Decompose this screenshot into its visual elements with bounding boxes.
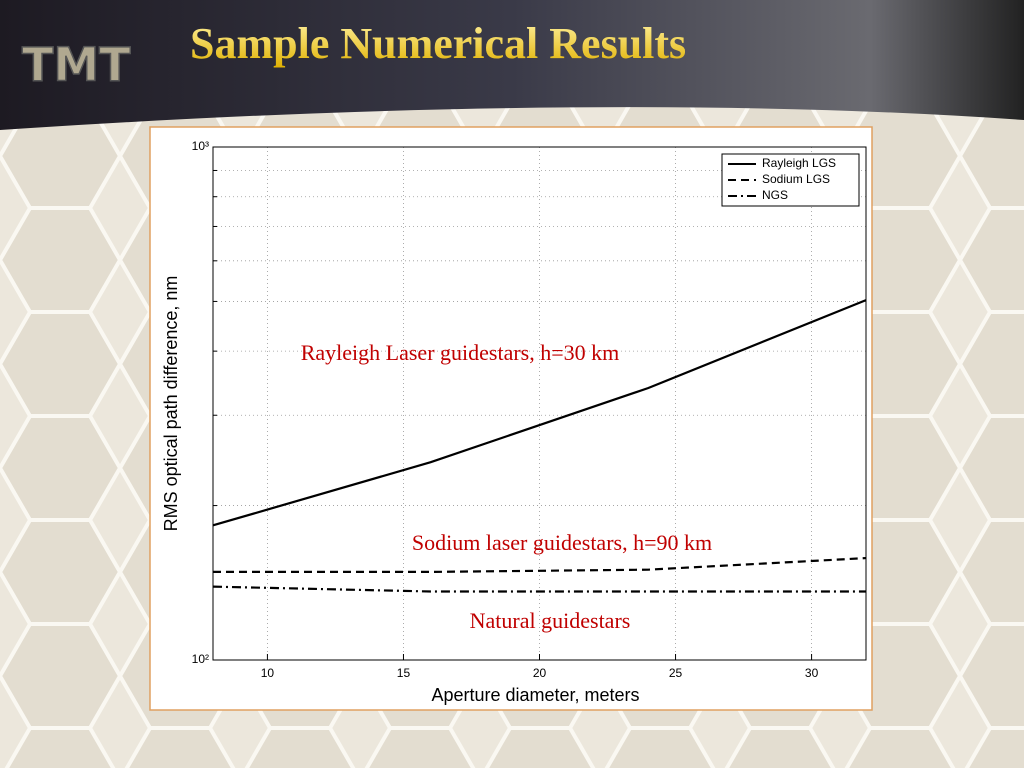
slide-title: Sample Numerical Results xyxy=(190,19,686,68)
annotation: Sodium laser guidestars, h=90 km xyxy=(412,530,712,555)
x-tick-label: 30 xyxy=(805,666,819,680)
y-axis-label: RMS optical path difference, nm xyxy=(161,276,181,532)
x-tick-label: 20 xyxy=(533,666,547,680)
header-band xyxy=(0,0,1024,130)
logo: TMT xyxy=(22,38,131,92)
chart: 10 15 20 25 30 10² 10³ Aperture diameter, meter… xyxy=(161,139,867,705)
annotation: Rayleigh Laser guidestars, h=30 km xyxy=(301,340,620,365)
plot-area xyxy=(212,146,867,661)
data-line xyxy=(212,299,867,527)
x-axis-label: Aperture diameter, meters xyxy=(431,685,639,705)
y-tick-label: 10² xyxy=(192,652,209,666)
annotation: Natural guidestars xyxy=(470,608,631,633)
x-tick-label: 10 xyxy=(261,666,275,680)
legend-label: Rayleigh LGS xyxy=(762,156,836,170)
legend-label: NGS xyxy=(762,188,788,202)
data-line xyxy=(212,585,866,593)
x-tick-label: 25 xyxy=(669,666,683,680)
legend-label: Sodium LGS xyxy=(762,172,830,186)
y-tick-label: 10³ xyxy=(192,139,209,153)
chart-frame xyxy=(149,126,873,711)
x-tick-label: 15 xyxy=(397,666,411,680)
data-line xyxy=(213,556,867,574)
